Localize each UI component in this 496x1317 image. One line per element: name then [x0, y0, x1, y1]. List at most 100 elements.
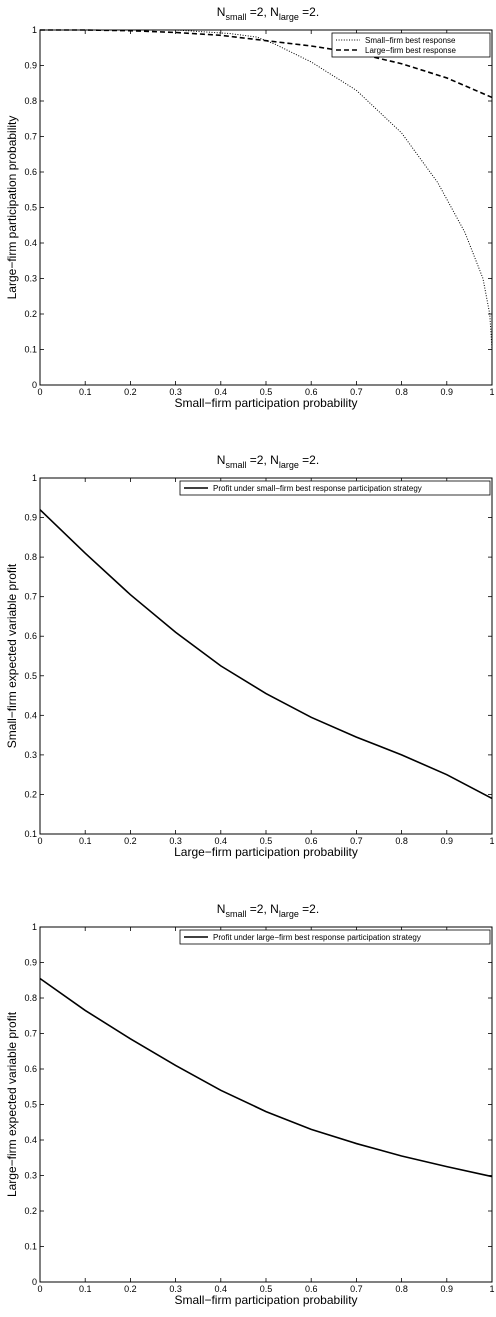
chart-panel-2: Nsmall =2, Nlarge =2.0 0.1 0.2 0.3 0.4 0.5 0.6… [5, 453, 495, 859]
x-tick-label: 0.9 [441, 387, 454, 397]
y-tick-label: 0 [32, 380, 37, 390]
x-tick-label: 0.1 [79, 387, 92, 397]
x-tick-label: 1 [489, 387, 494, 397]
y-tick-label: 0.4 [24, 238, 37, 248]
title-subscript: small [225, 909, 246, 919]
legend-box [179, 929, 491, 945]
y-tick-label: 0.1 [24, 1242, 37, 1252]
y-axis-label: Small−firm expected variable profit [5, 563, 19, 748]
title-part: =2, N [246, 5, 278, 19]
y-tick-label: 0.6 [24, 631, 37, 641]
legend: Profit under large−firm best response pa… [179, 929, 491, 945]
chart-title: Nsmall =2, Nlarge =2. [217, 5, 319, 22]
x-tick-label: 1 [489, 836, 494, 846]
title-subscript: large [279, 460, 299, 470]
y-tick-label: 0.1 [24, 345, 37, 355]
x-tick-label: 0.3 [169, 1284, 182, 1294]
y-tick-label: 0.8 [24, 552, 37, 562]
title-part: N [217, 902, 226, 916]
legend-label: Small−firm best response [365, 36, 456, 45]
y-tick-label: 0.7 [24, 1029, 37, 1039]
title-subscript: small [225, 12, 246, 22]
y-tick-label: 0.2 [24, 1206, 37, 1216]
y-tick-label: 0.4 [24, 1135, 37, 1145]
x-tick-label: 0.4 [215, 836, 228, 846]
x-tick-label: 0.7 [350, 387, 363, 397]
title-part: =2. [299, 902, 319, 916]
y-tick-label: 0.3 [24, 274, 37, 284]
plot-area [39, 926, 493, 1283]
x-axis-label: Small−firm participation probability [174, 396, 357, 410]
y-tick-label: 0.8 [24, 993, 37, 1003]
title-part: =2, N [246, 453, 278, 467]
series-line-1 [40, 29, 493, 385]
legend-label: Profit under small−firm best response pa… [213, 484, 422, 493]
x-tick-label: 0.7 [350, 836, 363, 846]
x-tick-label: 0.4 [215, 1284, 228, 1294]
x-tick-label: 0 [37, 1284, 42, 1294]
y-tick-label: 1 [32, 25, 37, 35]
y-tick-label: 0.7 [24, 592, 37, 602]
y-tick-label: 0.3 [24, 1171, 37, 1181]
y-tick-label: 0.9 [24, 958, 37, 968]
x-axis-label: Large−firm participation probability [174, 845, 358, 859]
plot-area [39, 477, 493, 835]
series-line-1 [39, 509, 493, 800]
x-tick-label: 0.6 [305, 1284, 318, 1294]
series-line-2 [40, 29, 493, 99]
x-tick-label: 0.5 [260, 836, 273, 846]
title-subscript: large [279, 12, 299, 22]
x-tick-label: 0.9 [441, 1284, 454, 1294]
y-tick-label: 0.9 [24, 61, 37, 71]
x-axis-label: Small−firm participation probability [174, 1293, 357, 1307]
series-line-1 [39, 977, 493, 1178]
x-tick-label: 0.5 [260, 1284, 273, 1294]
legend: Profit under small−firm best response pa… [179, 480, 491, 496]
x-tick-label: 0.2 [124, 387, 137, 397]
x-tick-label: 0 [37, 387, 42, 397]
x-tick-label: 0.8 [395, 836, 408, 846]
legend-label: Profit under large−firm best response pa… [213, 933, 421, 942]
legend-box [179, 480, 491, 496]
y-tick-label: 0.6 [24, 167, 37, 177]
y-tick-label: 0.3 [24, 750, 37, 760]
y-tick-label: 0.7 [24, 132, 37, 142]
y-tick-label: 0.8 [24, 96, 37, 106]
chart-title: Nsmall =2, Nlarge =2. [217, 902, 319, 919]
plot-area [39, 29, 493, 386]
legend-box [331, 32, 491, 58]
x-tick-label: 0.1 [79, 836, 92, 846]
x-tick-label: 0.8 [395, 1284, 408, 1294]
x-tick-label: 0.6 [305, 387, 318, 397]
x-tick-label: 1 [489, 1284, 494, 1294]
x-tick-label: 0.1 [79, 1284, 92, 1294]
x-tick-label: 0.3 [169, 836, 182, 846]
y-tick-label: 0 [32, 1277, 37, 1287]
x-tick-label: 0.5 [260, 387, 273, 397]
y-tick-label: 0.2 [24, 309, 37, 319]
title-part: N [217, 5, 226, 19]
x-tick-label: 0.2 [124, 1284, 137, 1294]
chart-panel-3: Nsmall =2, Nlarge =2. 0 0.1 0.2 0.3 0.4 0.5 0.6… [5, 902, 495, 1307]
legend-label: Large−firm best response [365, 46, 456, 55]
y-axis-label: Large−firm expected variable profit [5, 1011, 19, 1197]
title-subscript: large [279, 909, 299, 919]
x-tick-label: 0.9 [441, 836, 454, 846]
x-tick-label: 0.2 [124, 836, 137, 846]
chart-panel-1: Nsmall =2, Nlarge =2. 0 0.1 0.2 0.3 0.4 0.5 0.6… [5, 5, 495, 410]
title-part: =2. [299, 5, 319, 19]
title-part: =2, N [246, 902, 278, 916]
y-tick-label: 0.4 [24, 710, 37, 720]
y-tick-label: 0.5 [24, 1100, 37, 1110]
x-tick-label: 0.8 [395, 387, 408, 397]
x-tick-label: 0.6 [305, 836, 318, 846]
y-tick-label: 0.5 [24, 671, 37, 681]
y-tick-label: 0.1 [24, 829, 37, 839]
x-tick-label: 0.4 [215, 387, 228, 397]
title-part: N [217, 453, 226, 467]
y-tick-label: 0.5 [24, 203, 37, 213]
y-tick-label: 0.9 [24, 513, 37, 523]
x-tick-label: 0.3 [169, 387, 182, 397]
